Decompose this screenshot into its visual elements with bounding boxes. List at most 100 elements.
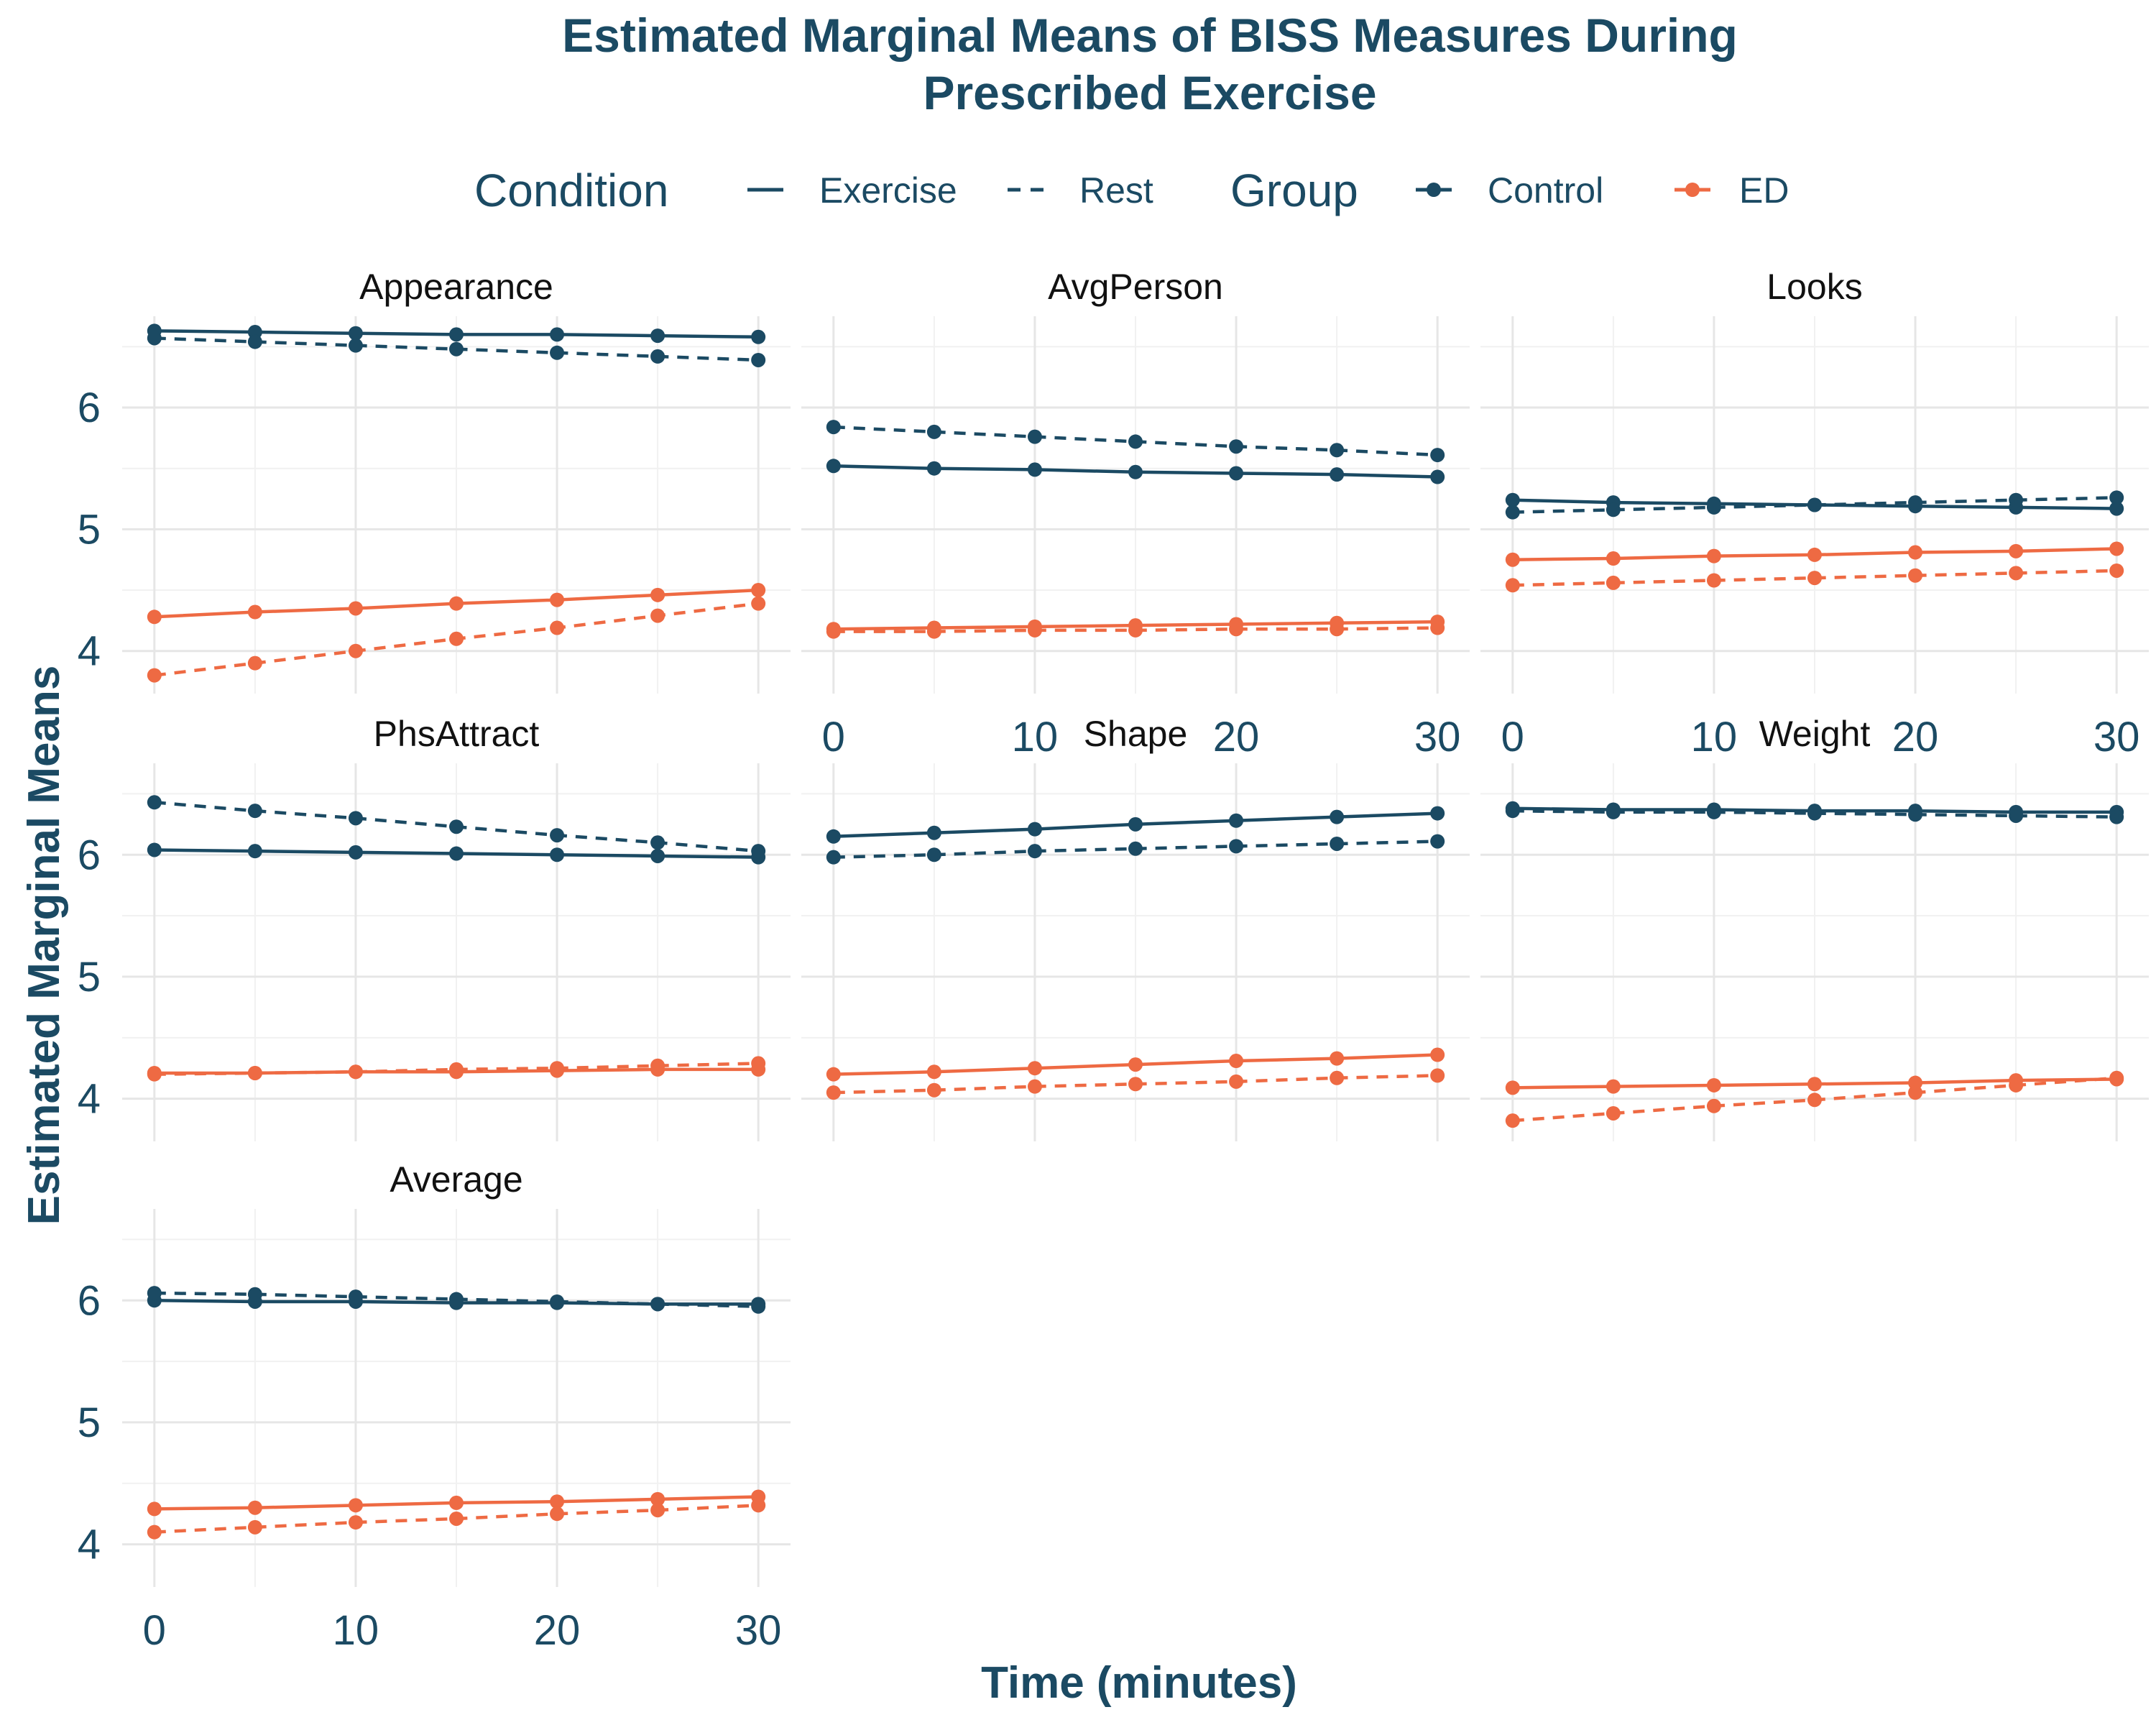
series-ed-rest-point — [1330, 1070, 1345, 1085]
series-control-rest-point — [2009, 808, 2024, 823]
series-ed-rest-point — [2109, 563, 2124, 578]
series-ed-rest-point — [348, 1515, 363, 1530]
legend-rest-label: Rest — [1079, 170, 1153, 211]
series-ed-rest-point — [1229, 622, 1244, 637]
series-control-rest-point — [348, 338, 363, 353]
series-control-rest-point — [2109, 490, 2124, 505]
panel-title: AvgPerson — [1048, 267, 1223, 307]
series-ed-rest-point — [751, 596, 766, 611]
series-control-rest-point — [1330, 836, 1345, 851]
legend-ed-label: ED — [1739, 170, 1789, 211]
legend-condition-title: Condition — [474, 165, 668, 216]
series-ed-rest-point — [449, 1062, 464, 1077]
series-ed-rest-point — [247, 656, 262, 671]
series-control-rest-point — [926, 847, 941, 862]
x-tick-label: 10 — [1012, 714, 1059, 760]
series-ed-exercise-point — [348, 1498, 363, 1513]
series-ed-rest-point — [348, 643, 363, 658]
series-ed-rest-point — [1128, 1077, 1143, 1092]
series-ed-rest-point — [650, 608, 665, 623]
series-control-rest-point — [550, 345, 565, 360]
series-control-exercise-point — [1128, 464, 1143, 479]
series-ed-rest-point — [2109, 1070, 2124, 1085]
series-ed-rest-point — [449, 1511, 464, 1526]
series-ed-rest-point — [550, 620, 565, 635]
series-control-rest-point — [650, 835, 665, 850]
series-ed-rest-point — [751, 1498, 766, 1513]
y-tick-label: 5 — [78, 1399, 101, 1446]
series-control-rest-point — [449, 1292, 464, 1307]
x-axis-title: Time (minutes) — [981, 1658, 1297, 1708]
series-control-exercise-point — [247, 844, 262, 859]
series-ed-exercise-point — [1606, 1079, 1621, 1094]
y-tick-label: 4 — [78, 1076, 101, 1123]
panel-weight: Weight — [1480, 714, 2149, 1141]
x-tick-label: 0 — [1501, 714, 1524, 760]
legend-control-label: Control — [1488, 170, 1603, 211]
series-control-rest-point — [1606, 804, 1621, 819]
series-ed-rest-point — [1706, 573, 1721, 588]
series-control-exercise-point — [1027, 822, 1042, 837]
series-ed-rest-point — [147, 1524, 162, 1540]
series-ed-exercise-point — [449, 596, 464, 611]
series-control-exercise-point — [650, 328, 665, 344]
series-control-rest-point — [1807, 806, 1822, 821]
series-control-exercise-point — [1128, 816, 1143, 832]
series-ed-rest-point — [550, 1506, 565, 1522]
series-ed-rest-point — [247, 1065, 262, 1080]
series-control-exercise-point — [147, 842, 162, 857]
series-control-exercise-point — [449, 327, 464, 342]
series-control-exercise-point — [1505, 492, 1520, 507]
y-tick-label: 4 — [78, 1522, 101, 1568]
series-control-rest-point — [147, 1286, 162, 1301]
panel-avgperson: AvgPerson 0 10 20 30 — [801, 267, 1470, 760]
x-tick-label: 20 — [1213, 714, 1260, 760]
series-ed-exercise-point — [1505, 552, 1520, 567]
series-ed-rest-point — [1430, 620, 1445, 635]
y-axis-title: Estimated Marginal Means — [19, 666, 69, 1225]
series-control-rest-point — [1128, 841, 1143, 856]
panel-average: Average 4 5 6 0 10 20 30 — [78, 1159, 791, 1654]
series-control-rest-point — [650, 1297, 665, 1312]
series-control-exercise-point — [926, 461, 941, 476]
facet-panels: Appearance 4 5 6 AvgPerson 0 10 20 30 Looks 0 10 20 3… — [78, 267, 2149, 1654]
series-control-rest-point — [826, 850, 841, 865]
series-ed-exercise-point — [1430, 1047, 1445, 1062]
y-tick-label: 5 — [78, 954, 101, 1000]
series-ed-rest-point — [826, 624, 841, 639]
series-control-rest-point — [1606, 502, 1621, 518]
series-ed-rest-point — [449, 631, 464, 646]
series-ed-rest-point — [1908, 1085, 1923, 1100]
x-tick-label: 30 — [2093, 714, 2140, 760]
series-control-exercise-point — [449, 846, 464, 861]
y-tick-label: 6 — [78, 832, 101, 878]
series-control-rest-point — [1430, 834, 1445, 849]
series-ed-exercise-point — [247, 1500, 262, 1515]
x-tick-label: 10 — [1691, 714, 1738, 760]
series-ed-exercise-point — [1330, 1051, 1345, 1066]
series-control-rest-point — [1229, 439, 1244, 454]
series-control-exercise-point — [1229, 813, 1244, 828]
series-ed-rest-point — [1606, 1105, 1621, 1121]
series-ed-rest-point — [247, 1519, 262, 1535]
series-control-exercise-point — [650, 848, 665, 863]
x-tick-label: 0 — [822, 714, 845, 760]
chart-title-line1: Estimated Marginal Means of BISS Measure… — [562, 9, 1738, 62]
series-ed-exercise-point — [449, 1495, 464, 1510]
series-control-rest-point — [2109, 809, 2124, 824]
series-ed-rest-point — [1330, 622, 1345, 637]
series-control-rest-point — [826, 420, 841, 435]
series-ed-rest-point — [1606, 575, 1621, 590]
panel-phsattract: PhsAttract 4 5 6 — [78, 714, 791, 1141]
series-ed-rest-point — [1908, 568, 1923, 583]
series-control-rest-point — [1430, 448, 1445, 463]
series-control-rest-point — [1807, 497, 1822, 512]
series-ed-exercise-point — [1505, 1080, 1520, 1095]
series-control-rest-point — [751, 352, 766, 367]
series-control-rest-point — [926, 424, 941, 439]
series-ed-exercise-point — [550, 592, 565, 607]
series-control-rest-point — [348, 811, 363, 826]
panel-appearance: Appearance 4 5 6 — [78, 267, 791, 694]
x-tick-label: 30 — [735, 1607, 782, 1654]
